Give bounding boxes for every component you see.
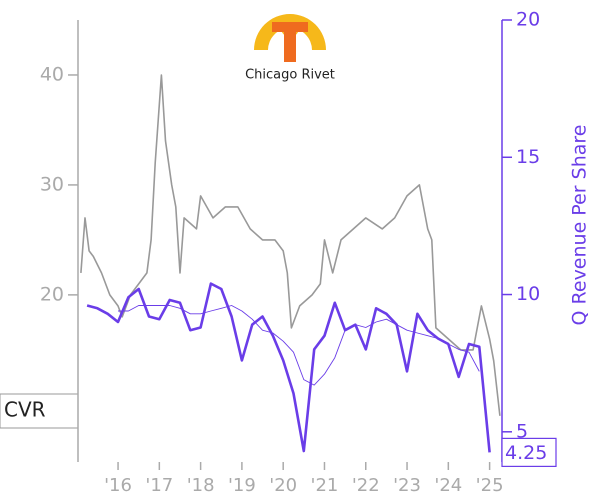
x-tick-label: '23 — [393, 475, 421, 496]
logo-text: Chicago Rivet — [245, 68, 335, 83]
last-value-label: 4.25 — [505, 442, 547, 464]
x-tick-label: '24 — [434, 475, 462, 496]
x-tick-label: '20 — [269, 475, 297, 496]
series-line — [80, 74, 501, 416]
x-tick-label: '19 — [228, 475, 256, 496]
y-tick-label: 20 — [40, 283, 64, 305]
logo-t — [272, 22, 308, 62]
y2-tick-label: 10 — [516, 283, 540, 305]
x-tick-label: '25 — [476, 475, 504, 496]
x-tick-label: '18 — [187, 475, 215, 496]
logo: Chicago Rivet — [245, 14, 335, 83]
last-value-box — [501, 437, 557, 467]
x-tick-label: '16 — [104, 475, 132, 496]
series-line — [86, 282, 491, 453]
y2-tick-label: 20 — [516, 9, 540, 31]
y2-tick-label: 5 — [516, 420, 528, 442]
y-tick-label: 30 — [40, 173, 64, 195]
ticker-label: CVR — [4, 398, 46, 422]
x-tick-label: '17 — [145, 475, 173, 496]
y-tick-label: 40 — [40, 63, 64, 85]
y2-tick-label: 15 — [516, 146, 540, 168]
y2-axis-label: Q Revenue Per Share — [569, 125, 591, 326]
x-tick-label: '21 — [311, 475, 339, 496]
x-tick-label: '22 — [352, 475, 380, 496]
series-line — [118, 305, 480, 386]
